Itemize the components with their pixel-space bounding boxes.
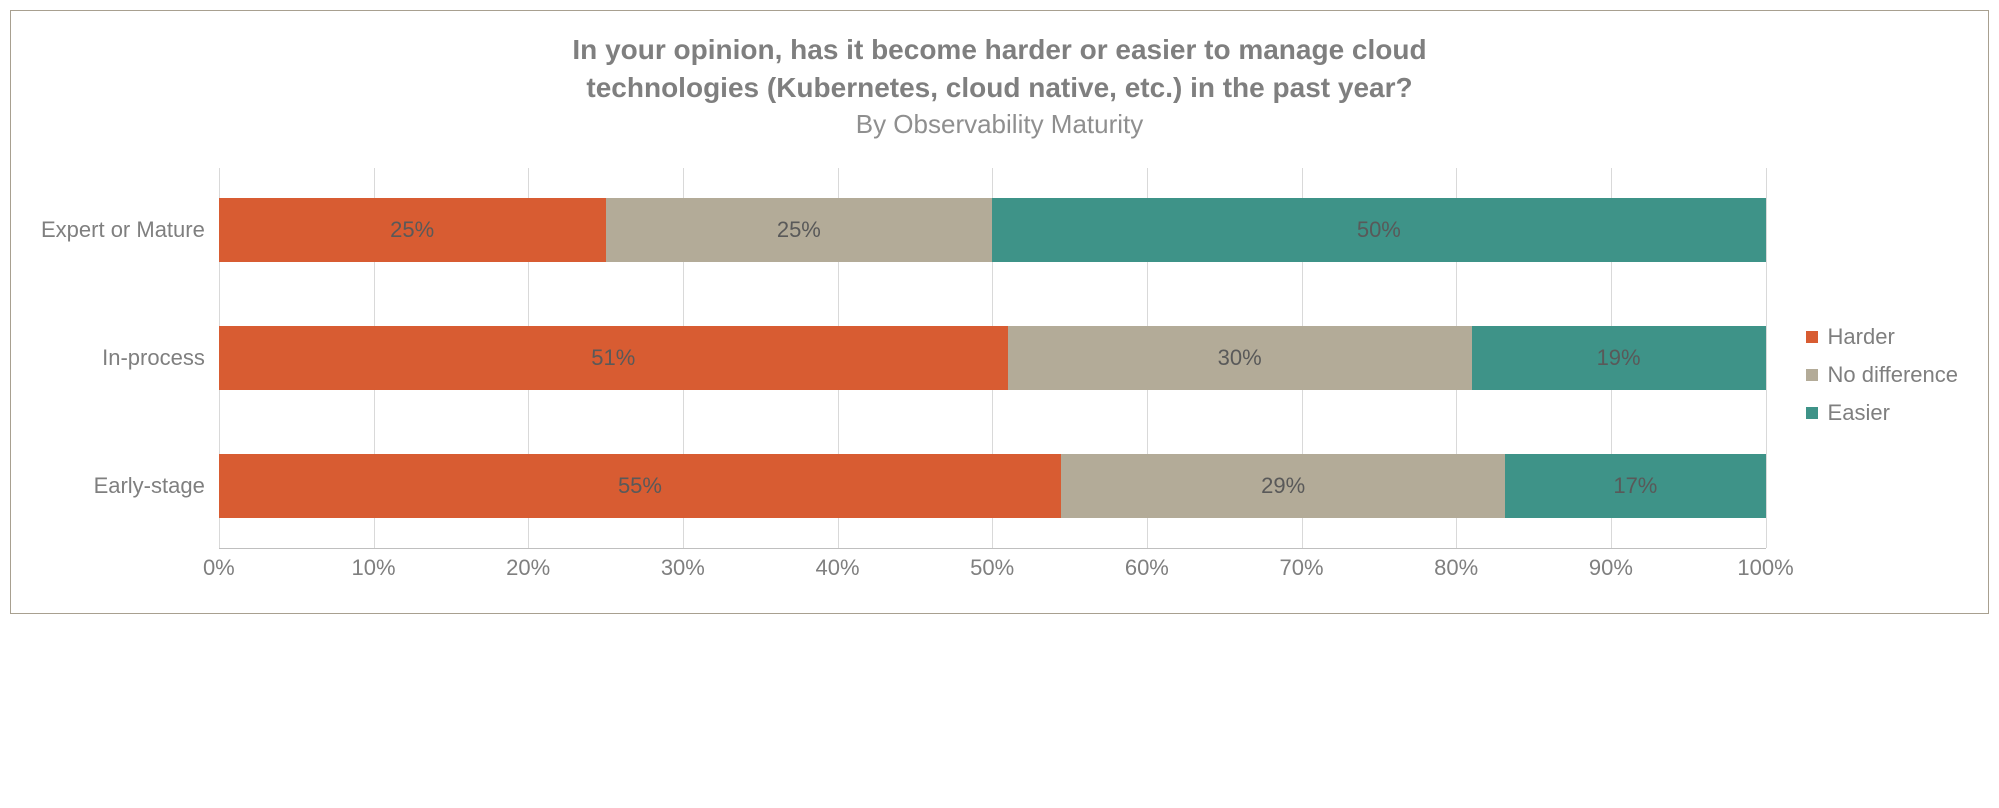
legend-label: Easier xyxy=(1828,400,1890,426)
bar-segment: 51% xyxy=(219,326,1008,390)
legend: Harder No difference Easier xyxy=(1766,168,1958,583)
y-axis-category-label: In-process xyxy=(41,326,205,390)
bar-segment: 25% xyxy=(219,198,606,262)
bar-segment: 25% xyxy=(606,198,993,262)
x-axis-tick-label: 10% xyxy=(351,555,395,581)
bar-row: 25% 25% 50% xyxy=(219,198,1766,262)
bar-segment-value: 30% xyxy=(1218,345,1262,371)
bar-segment-value: 29% xyxy=(1261,473,1305,499)
bar-segment-value: 25% xyxy=(390,217,434,243)
chart-subtitle: By Observability Maturity xyxy=(41,109,1958,140)
bar-segment: 30% xyxy=(1008,326,1472,390)
chart-title-block: In your opinion, has it become harder or… xyxy=(41,31,1958,140)
bar-row: 55% 29% 17% xyxy=(219,454,1766,518)
legend-item: Easier xyxy=(1806,400,1958,426)
y-axis-labels: Expert or Mature In-process Early-stage xyxy=(41,168,219,548)
bar-segment: 29% xyxy=(1061,454,1505,518)
bar-segment-value: 55% xyxy=(618,473,662,499)
x-axis-tick-label: 90% xyxy=(1589,555,1633,581)
legend-item: Harder xyxy=(1806,324,1958,350)
legend-label: No difference xyxy=(1828,362,1958,388)
bar-segment-value: 19% xyxy=(1597,345,1641,371)
chart-frame: In your opinion, has it become harder or… xyxy=(10,10,1989,614)
plot-column: 25%25%50%51%30%19%55%29%17% 0%10%20%30%4… xyxy=(219,168,1766,583)
bar-segment-value: 50% xyxy=(1357,217,1401,243)
legend-swatch xyxy=(1806,407,1818,419)
bar-segment: 19% xyxy=(1472,326,1766,390)
x-axis-tick-label: 60% xyxy=(1125,555,1169,581)
chart-title-line1: In your opinion, has it become harder or… xyxy=(41,31,1958,69)
legend-item: No difference xyxy=(1806,362,1958,388)
legend-label: Harder xyxy=(1828,324,1895,350)
plot-area: 25% 25% 50% 51% 30% 19% 55% 29% 17% xyxy=(219,168,1766,548)
x-axis-tick-label: 40% xyxy=(815,555,859,581)
bar-segment: 50% xyxy=(992,198,1765,262)
x-axis-tick-label: 80% xyxy=(1434,555,1478,581)
y-axis-category-label: Expert or Mature xyxy=(41,198,205,262)
bar-row: 51% 30% 19% xyxy=(219,326,1766,390)
bar-segment-value: 25% xyxy=(777,217,821,243)
x-axis-tick-label: 30% xyxy=(661,555,705,581)
x-axis-tick-label: 0% xyxy=(203,555,235,581)
x-axis-tick-label: 50% xyxy=(970,555,1014,581)
chart-canvas: Expert or Mature In-process Early-stage 25… xyxy=(41,168,1958,583)
x-axis-tick-label: 20% xyxy=(506,555,550,581)
bar-segment-value: 51% xyxy=(591,345,635,371)
bar-segment: 55% xyxy=(219,454,1061,518)
x-axis: 0%10%20%30%40%50%60%70%80%90%100% xyxy=(219,548,1766,583)
legend-swatch xyxy=(1806,331,1818,343)
x-axis-tick-label: 70% xyxy=(1280,555,1324,581)
legend-swatch xyxy=(1806,369,1818,381)
x-axis-tick-label: 100% xyxy=(1737,555,1793,581)
chart-title-line2: technologies (Kubernetes, cloud native, … xyxy=(41,69,1958,107)
y-axis-category-label: Early-stage xyxy=(41,454,205,518)
bar-segment: 17% xyxy=(1505,454,1765,518)
bar-segment-value: 17% xyxy=(1613,473,1657,499)
